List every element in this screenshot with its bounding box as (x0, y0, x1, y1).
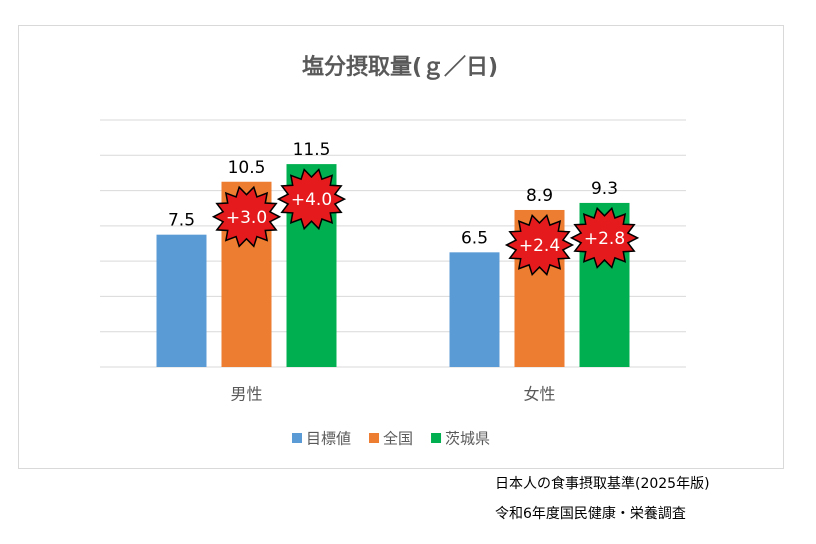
legend-swatch (292, 433, 302, 443)
legend-label: 茨城県 (445, 430, 490, 448)
legend-swatch (369, 433, 380, 443)
value-label: 6.5 (461, 228, 488, 248)
value-label: 8.9 (526, 186, 553, 206)
value-label: 7.5 (168, 211, 195, 231)
legend-label: 全国 (383, 430, 413, 448)
legend-label: 目標値 (306, 430, 351, 448)
bar (449, 252, 500, 367)
x-tick-label: 女性 (523, 385, 555, 404)
value-label: 11.5 (293, 140, 331, 160)
chart-frame (18, 25, 784, 469)
starburst (569, 206, 640, 269)
source-note: 令和6年度国民健康・栄養調査 (495, 505, 686, 522)
annotation: +4.0 (291, 190, 332, 210)
annotation: +3.0 (226, 208, 267, 228)
annotation: +2.8 (584, 229, 625, 249)
starburst (276, 168, 347, 231)
value-label: 10.5 (228, 158, 266, 178)
annotation: +2.4 (519, 236, 560, 256)
starburst (211, 185, 282, 248)
legend-swatch (431, 433, 442, 443)
x-tick-label: 男性 (230, 385, 262, 404)
starburst (504, 213, 575, 277)
source-note: 日本人の食事摂取基準(2025年版) (495, 475, 710, 492)
value-label: 9.3 (591, 179, 618, 199)
bar (156, 234, 207, 367)
chart-title: 塩分摂取量(ｇ／日) (302, 54, 498, 80)
